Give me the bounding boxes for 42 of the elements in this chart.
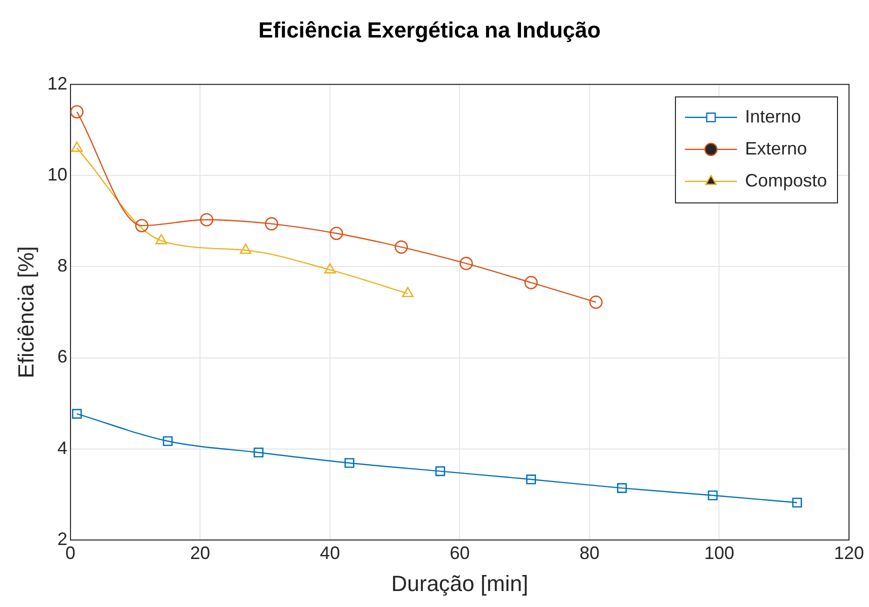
point	[71, 142, 83, 152]
y-tick-label: 2	[57, 528, 68, 549]
point	[526, 474, 536, 484]
y-tick-label: 12	[47, 73, 68, 94]
point	[135, 218, 148, 232]
y-tick-label: 4	[57, 438, 68, 458]
chart-title: Eficiência Exergética na Indução	[258, 17, 601, 42]
x-tick-label: 20	[190, 542, 210, 563]
point	[524, 276, 538, 290]
legend-label: Interno	[744, 106, 802, 126]
x-tick-label: 100	[704, 542, 734, 563]
point	[72, 408, 82, 419]
point	[460, 256, 473, 270]
point	[155, 234, 168, 244]
y-tick-label: 10	[47, 164, 68, 184]
point	[394, 240, 408, 254]
x-axis-title: Duração [min]	[391, 570, 528, 596]
x-tick-label: 120	[834, 542, 864, 563]
point	[200, 213, 214, 226]
point	[240, 244, 252, 254]
x-tick-label: 80	[579, 542, 600, 563]
point	[792, 498, 802, 508]
point	[254, 448, 264, 458]
x-tick-label: 0	[65, 542, 76, 563]
x-tick-label: 60	[450, 542, 470, 563]
x-tick-label: 40	[320, 542, 340, 563]
point	[344, 458, 354, 468]
point	[617, 483, 627, 493]
point	[435, 466, 446, 476]
point	[324, 263, 336, 274]
legend-label: Externo	[744, 138, 808, 158]
y-tick-label: 6	[57, 346, 68, 367]
point	[402, 286, 414, 298]
point	[162, 436, 173, 446]
point	[708, 490, 718, 500]
point	[589, 296, 603, 309]
point	[264, 217, 278, 230]
y-tick-label: 8	[57, 256, 68, 276]
legend-label: Composto	[744, 170, 828, 190]
y-axis-title: Eficiência [%]	[13, 246, 38, 378]
point	[330, 226, 344, 240]
point	[70, 105, 84, 118]
